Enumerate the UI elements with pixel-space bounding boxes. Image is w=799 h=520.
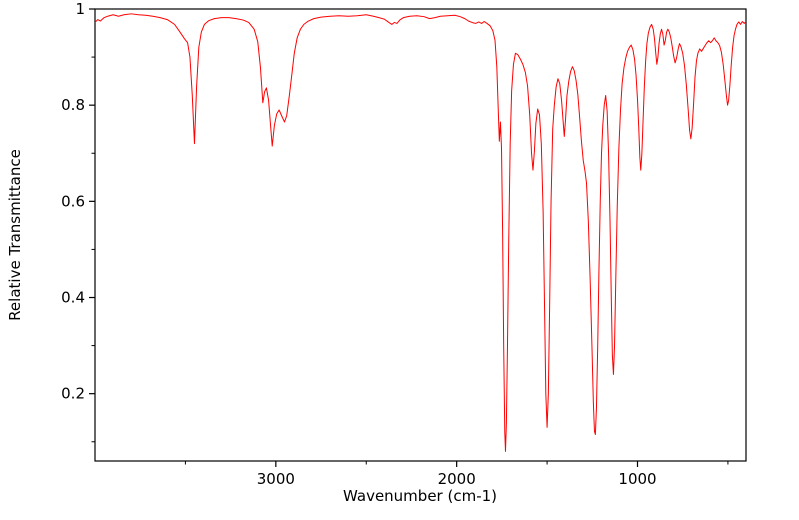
plot-area: 3000 2000 1000 0.2 0.4 0.6 0.8 1	[61, 0, 747, 488]
x-tick-label: 1000	[618, 470, 656, 488]
y-tick-label: 0.8	[61, 96, 85, 114]
x-tick-label: 3000	[257, 470, 295, 488]
y-tick-label: 0.4	[61, 289, 85, 307]
y-tick-label: 0.2	[61, 385, 85, 403]
y-tick-label: 0.6	[61, 192, 85, 210]
y-axis-label: Relative Transmittance	[6, 149, 24, 321]
spectrum-line-ir-spectrum	[95, 13, 746, 452]
x-axis-label: Wavenumber (cm-1)	[343, 487, 497, 505]
axes-frame	[94, 8, 747, 462]
x-tick-label: 2000	[438, 470, 476, 488]
y-tick-label: 1	[75, 0, 85, 18]
